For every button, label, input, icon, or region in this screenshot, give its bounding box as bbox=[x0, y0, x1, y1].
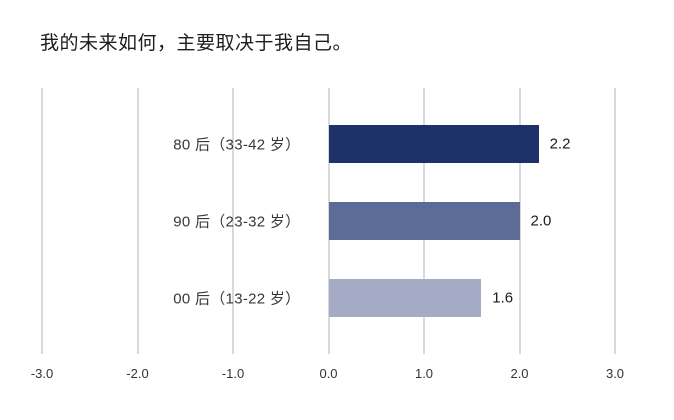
bar bbox=[328, 201, 520, 240]
value-label: 1.6 bbox=[492, 289, 514, 306]
chart-title: 我的未来如何，主要取决于我自己。 bbox=[40, 33, 353, 54]
category-label: 80 后（33-42 岁） bbox=[173, 136, 301, 154]
category-label: 90 后（23-32 岁） bbox=[173, 213, 301, 231]
bar bbox=[328, 125, 539, 163]
value-label: 2.2 bbox=[549, 135, 571, 153]
gridline bbox=[614, 88, 616, 354]
gridline bbox=[518, 88, 521, 354]
x-axis-tick-label: 2.0 bbox=[510, 366, 529, 381]
x-axis-tick-label: -2.0 bbox=[126, 366, 149, 381]
x-axis-tick-label: 0.0 bbox=[319, 366, 338, 381]
x-axis-tick-label: -1.0 bbox=[221, 366, 245, 381]
x-axis-tick-label: 3.0 bbox=[605, 366, 625, 381]
gridline bbox=[232, 88, 234, 354]
bar-chart-plot-area: -3.0 -2.0 -1.0 0.0 1.0 2.0 3.0 80 后（33-42 岁） 2.2… bbox=[31, 88, 624, 381]
category-label: 00 后（13-22 岁） bbox=[173, 290, 301, 307]
gridline bbox=[136, 88, 139, 354]
gridline bbox=[41, 88, 43, 354]
x-axis-tick-label: -3.0 bbox=[30, 366, 54, 381]
value-label: 2.0 bbox=[530, 212, 552, 230]
x-axis-tick-label: 1.0 bbox=[414, 366, 434, 381]
bar bbox=[328, 278, 482, 317]
